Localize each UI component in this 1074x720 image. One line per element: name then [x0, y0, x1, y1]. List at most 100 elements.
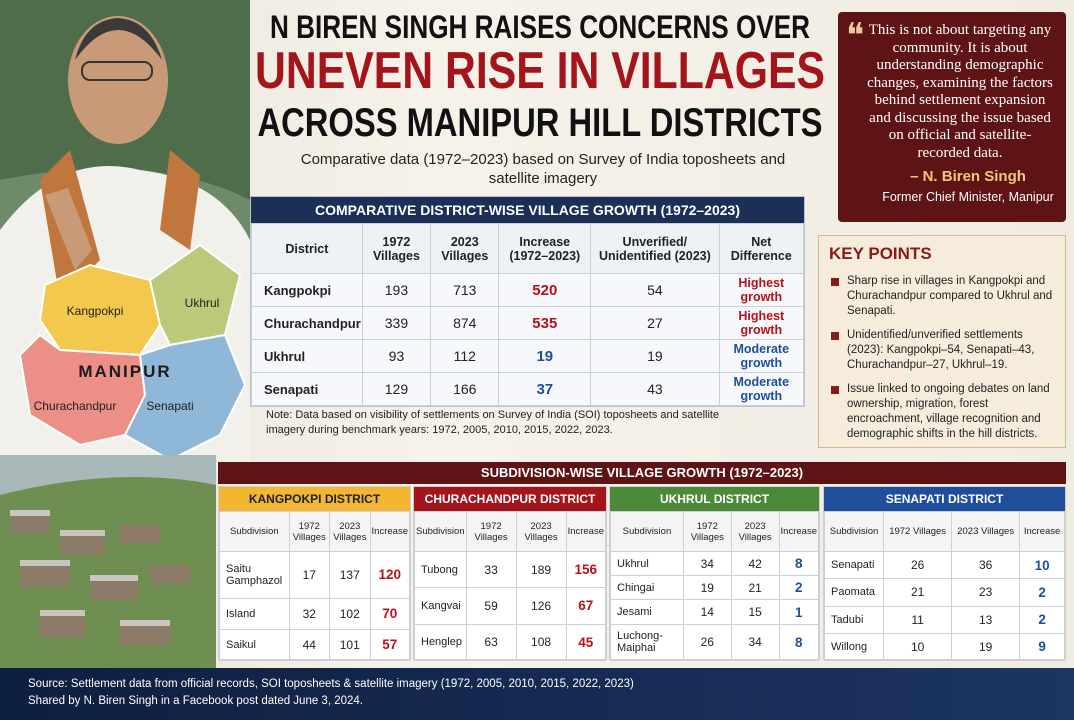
table-cell: 1	[778, 599, 820, 625]
header-row: Subdivision 1972 Villages 2023 Villages Inc…	[219, 511, 411, 552]
column-header: Subdivision	[414, 511, 467, 552]
headline: N BIREN SINGH RAISES CONCERNS OVER UNEVE…	[255, 9, 825, 145]
table-cell: 57	[369, 628, 411, 662]
region-label: Senapati	[146, 399, 193, 413]
subdivision-table: CHURACHANDPUR DISTRICT Subdivision 1972 Vi…	[413, 486, 607, 662]
table-row: Ukhrul 93 112 19 19 Moderate growth	[251, 339, 805, 373]
quote-text: This is not about targeting any communit…	[867, 22, 1053, 161]
header-row: Subdivision 1972 Villages 2023 Villages Inc…	[610, 511, 820, 552]
table-cell: 120	[369, 551, 411, 599]
table-cell: 93	[361, 339, 432, 373]
table-cell: Churachandpur	[251, 306, 363, 340]
table-cell: 59	[465, 587, 517, 625]
table-cell: 11	[883, 605, 953, 634]
table-cell: 26	[682, 623, 732, 662]
table-cell: 45	[565, 623, 607, 662]
table-cell: 36	[951, 550, 1021, 580]
table-cell: 8	[778, 550, 820, 577]
table-cell: 156	[565, 550, 607, 589]
table-cell: 13	[951, 605, 1021, 634]
table-cell: Saikul	[219, 628, 290, 662]
table-cell: Luchong-Maiphai	[610, 623, 684, 662]
column-header: Increase	[1019, 511, 1065, 552]
table-row: Kangvai 59 126 67	[414, 587, 607, 625]
key-points-title: KEY POINTS	[829, 244, 932, 263]
table-cell: Chingai	[610, 575, 684, 601]
table-cell: Island	[219, 597, 290, 630]
table-cell: 19	[590, 339, 720, 373]
table-cell: Senapati	[251, 372, 363, 406]
table-cell: Willong	[823, 632, 885, 662]
data-table: Subdivision 1972 Villages 2023 Villages Inc…	[414, 511, 607, 662]
key-point: Issue linked to ongoing debates on land …	[829, 382, 1055, 442]
table-cell: 32	[288, 597, 331, 630]
table-row: Tubong 33 189 156	[414, 550, 607, 589]
subdivision-table: SENAPATI DISTRICT Subdivision 1972 Village…	[823, 486, 1066, 662]
table-cell: Tadubi	[823, 605, 885, 634]
table-row: Island 32 102 70	[219, 597, 411, 630]
footer-shared: Shared by N. Biren Singh in a Facebook p…	[28, 695, 363, 707]
table-cell: 63	[465, 623, 517, 662]
district-title: KANGPOKPI DISTRICT	[219, 487, 410, 511]
column-header: Increase	[778, 511, 820, 552]
column-header: Subdivision	[823, 511, 885, 552]
table-cell: 2	[1019, 605, 1065, 634]
table-row: Paomata 21 23 2	[823, 578, 1065, 607]
table-cell: 54	[590, 273, 720, 307]
table-cell: Moderate growth	[718, 339, 805, 373]
headline-line: UNEVEN RISE IN VILLAGES	[255, 42, 825, 100]
table-cell: 34	[682, 550, 732, 577]
region-label: Churachandpur	[34, 399, 117, 413]
table-cell: 193	[361, 273, 432, 307]
table-cell: 17	[288, 551, 331, 599]
column-header: Subdivision	[219, 511, 290, 552]
footer-source: Source: Settlement data from official re…	[28, 678, 634, 690]
table-cell: 2	[778, 575, 820, 601]
table-row: Jesami 14 15 1	[610, 599, 820, 625]
table-row: Saitu Gamphazol 17 137 120	[219, 551, 411, 599]
table-row: Saikul 44 101 57	[219, 628, 411, 662]
table-cell: 520	[498, 273, 592, 307]
table-cell: 126	[515, 587, 567, 625]
table-cell: 44	[288, 628, 331, 662]
table-cell: 189	[515, 550, 567, 589]
note: Note: Data based on visibility of settle…	[266, 409, 720, 436]
table-cell: 27	[590, 306, 720, 340]
table-cell: Saitu Gamphazol	[219, 551, 290, 599]
map-label: MANIPUR	[78, 362, 171, 381]
column-header: Unverified/ Unidentified (2023)	[590, 223, 720, 274]
table-row: Senapati 129 166 37 43 Moderate growth	[251, 372, 805, 406]
key-point: Unidentified/unverified settlements (202…	[829, 328, 1055, 373]
table-cell: Kangvai	[414, 587, 467, 625]
header-row: District 1972 Villages 2023 Villages Increa…	[251, 223, 805, 274]
table-row: Henglep 63 108 45	[414, 623, 607, 662]
table-cell: 43	[590, 372, 720, 406]
table-cell: 33	[465, 550, 517, 589]
data-table: District 1972 Villages 2023 Villages Increa…	[251, 223, 805, 406]
table-row: Tadubi 11 13 2	[823, 605, 1065, 634]
table-row: Ukhrul 34 42 8	[610, 550, 820, 577]
table-cell: 2	[1019, 578, 1065, 607]
quote-box: ❝ This is not about targeting any commun…	[838, 12, 1066, 222]
subtitle: Comparative data (1972–2023) based on Su…	[300, 151, 786, 187]
table-cell: 21	[730, 575, 780, 601]
table-row: Senapati 26 36 10	[823, 550, 1065, 580]
column-header: 1972 Villages	[883, 511, 953, 552]
column-header: 1972 Villages	[288, 511, 331, 552]
header-row: Subdivision 1972 Villages 2023 Villages Inc…	[823, 511, 1065, 552]
data-table: Subdivision 1972 Villages 2023 Villages Inc…	[219, 511, 411, 662]
table-cell: 19	[951, 632, 1021, 662]
table-cell: Tubong	[414, 550, 467, 589]
table-cell: 129	[361, 372, 432, 406]
table-cell: 713	[430, 273, 500, 307]
table-cell: 10	[1019, 550, 1065, 580]
village-photo	[0, 455, 216, 668]
quote-mark: ❝	[846, 18, 865, 55]
table-cell: 19	[498, 339, 592, 373]
headline-line: N BIREN SINGH RAISES CONCERNS OVER	[270, 9, 810, 45]
table-cell: Ukhrul	[610, 550, 684, 577]
column-header: 2023 Villages	[515, 511, 567, 552]
table-row: Churachandpur 339 874 535 27 Highest growth	[251, 306, 805, 340]
column-header: Increase	[369, 511, 411, 552]
subdivision-table: UKHRUL DISTRICT Subdivision 1972 Villages 2…	[609, 486, 820, 662]
